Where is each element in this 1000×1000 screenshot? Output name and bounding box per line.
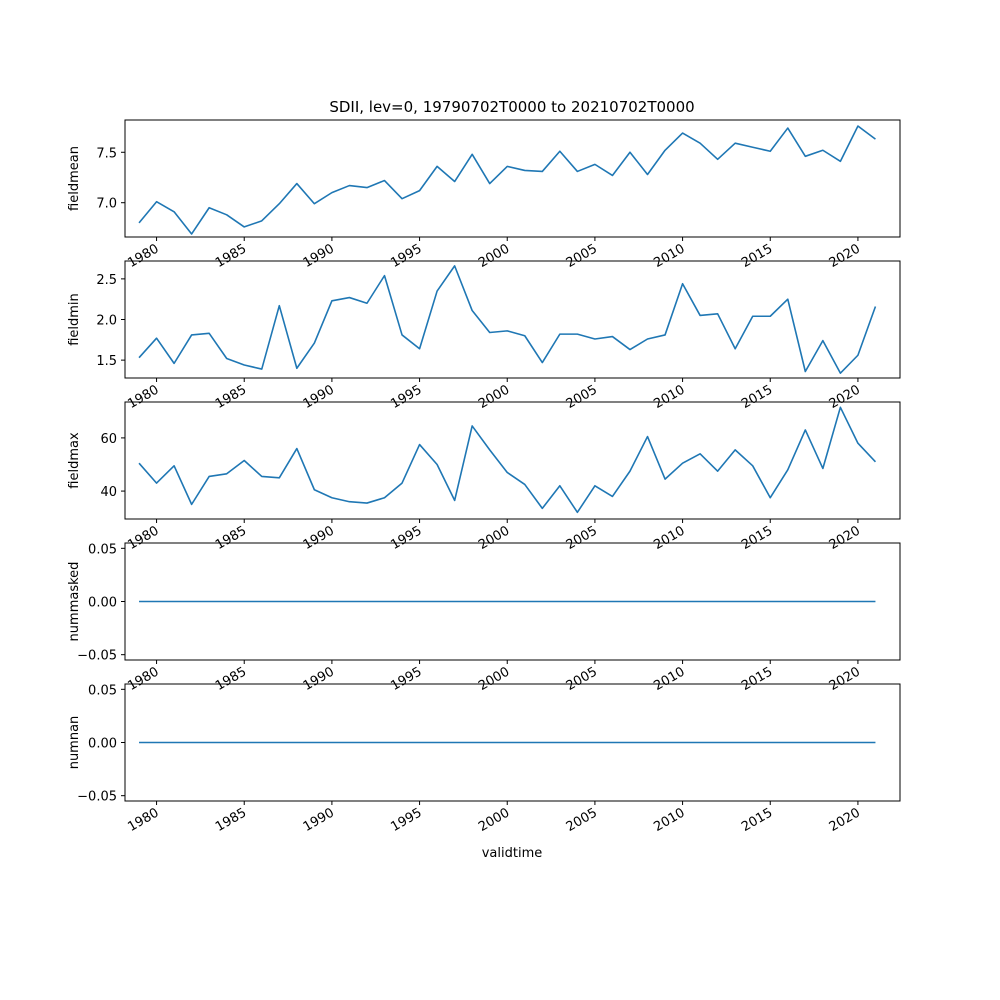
y-tick-label: 0.00 [88, 596, 117, 611]
series-line-fieldmax [138, 406, 877, 514]
y-tick-label: 7.0 [96, 197, 117, 212]
y-tick-label: −0.05 [77, 649, 117, 664]
series-line-fieldmean [138, 125, 876, 235]
axes-frame [124, 401, 901, 520]
y-tick-label: 2.5 [96, 273, 117, 288]
y-tick-label: 60 [100, 432, 117, 447]
y-axis-label: fieldmax [67, 432, 82, 489]
y-tick-label: 1.5 [96, 354, 117, 369]
y-tick-label: −0.05 [77, 790, 117, 805]
y-axis-label: fieldmean [67, 146, 82, 211]
y-tick-label: 7.5 [96, 146, 117, 161]
series-line-fieldmin [138, 265, 877, 374]
chart-title: SDII, lev=0, 19790702T0000 to 20210702T0… [329, 98, 694, 116]
y-tick-label: 2.0 [96, 314, 117, 329]
y-axis-label: fieldmin [67, 293, 82, 346]
y-axis-label: numnan [67, 716, 82, 770]
y-tick-label: 0.05 [88, 683, 117, 698]
y-axis-label: nummasked [67, 562, 82, 642]
y-tick-label: 0.05 [88, 542, 117, 557]
x-axis-label: validtime [482, 846, 543, 861]
axes-frame [124, 119, 901, 238]
y-tick-label: 40 [100, 485, 117, 500]
y-tick-label: 0.00 [88, 737, 117, 752]
